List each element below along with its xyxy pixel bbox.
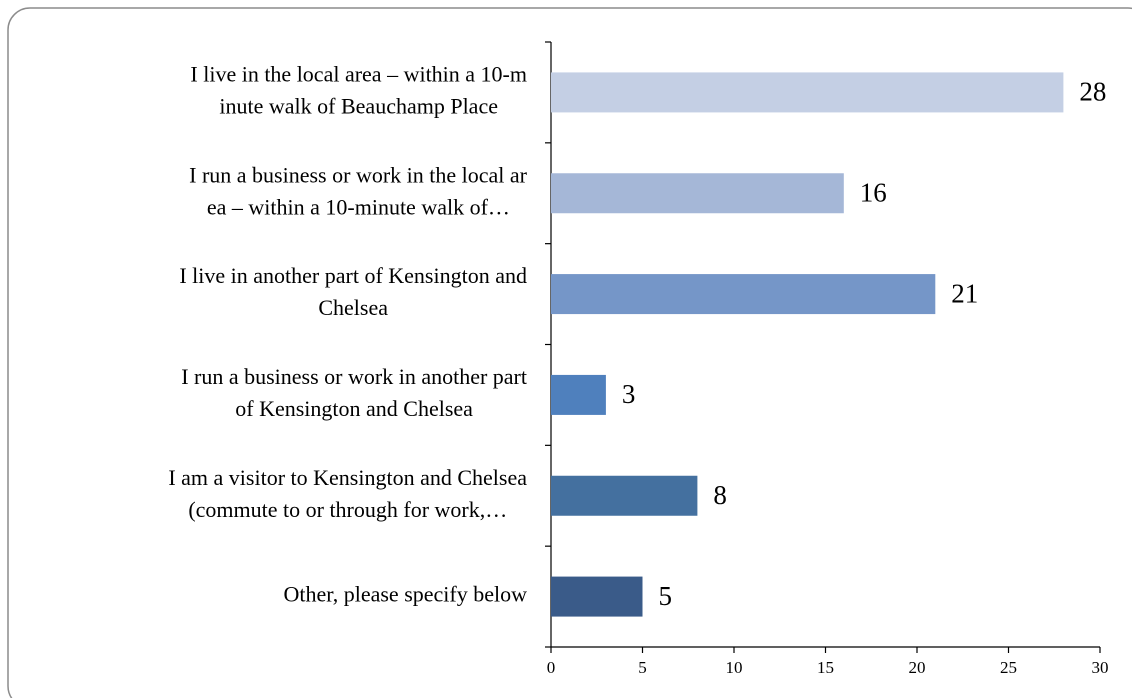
y-tick-label: inute walk of Beauchamp Place [219, 93, 498, 118]
x-tick-label: 25 [1000, 658, 1017, 677]
bar [551, 72, 1064, 113]
data-label: 28 [1079, 77, 1106, 107]
bar [551, 173, 844, 214]
bar [551, 274, 936, 315]
x-tick-label: 10 [726, 658, 743, 677]
data-label: 5 [659, 581, 673, 611]
y-tick-label: I live in another part of Kensington and [179, 263, 527, 288]
chart-frame [7, 7, 1132, 698]
x-tick-label: 30 [1092, 658, 1109, 677]
y-tick-label: Chelsea [318, 295, 388, 320]
y-tick-label: ea – within a 10-minute walk of… [207, 194, 510, 219]
x-tick-label: 5 [638, 658, 647, 677]
y-tick-label: I run a business or work in the local ar [189, 162, 528, 187]
y-tick-label: I run a business or work in another part [181, 364, 527, 389]
data-label: 21 [951, 278, 978, 308]
x-tick-label: 15 [817, 658, 834, 677]
y-tick-label: I am a visitor to Kensington and Chelsea [168, 465, 527, 490]
bar [551, 576, 643, 617]
bar [551, 374, 606, 415]
y-tick-label: I live in the local area – within a 10-m [190, 61, 527, 86]
data-label: 16 [860, 177, 887, 207]
y-tick-label: (commute to or through for work,… [188, 497, 507, 522]
bar [551, 475, 698, 516]
y-tick-label: Other, please specify below [284, 582, 528, 607]
data-label: 3 [622, 379, 636, 409]
x-tick-label: 20 [909, 658, 926, 677]
x-tick-label: 0 [547, 658, 556, 677]
y-tick-label: of Kensington and Chelsea [235, 396, 473, 421]
data-label: 8 [713, 480, 727, 510]
